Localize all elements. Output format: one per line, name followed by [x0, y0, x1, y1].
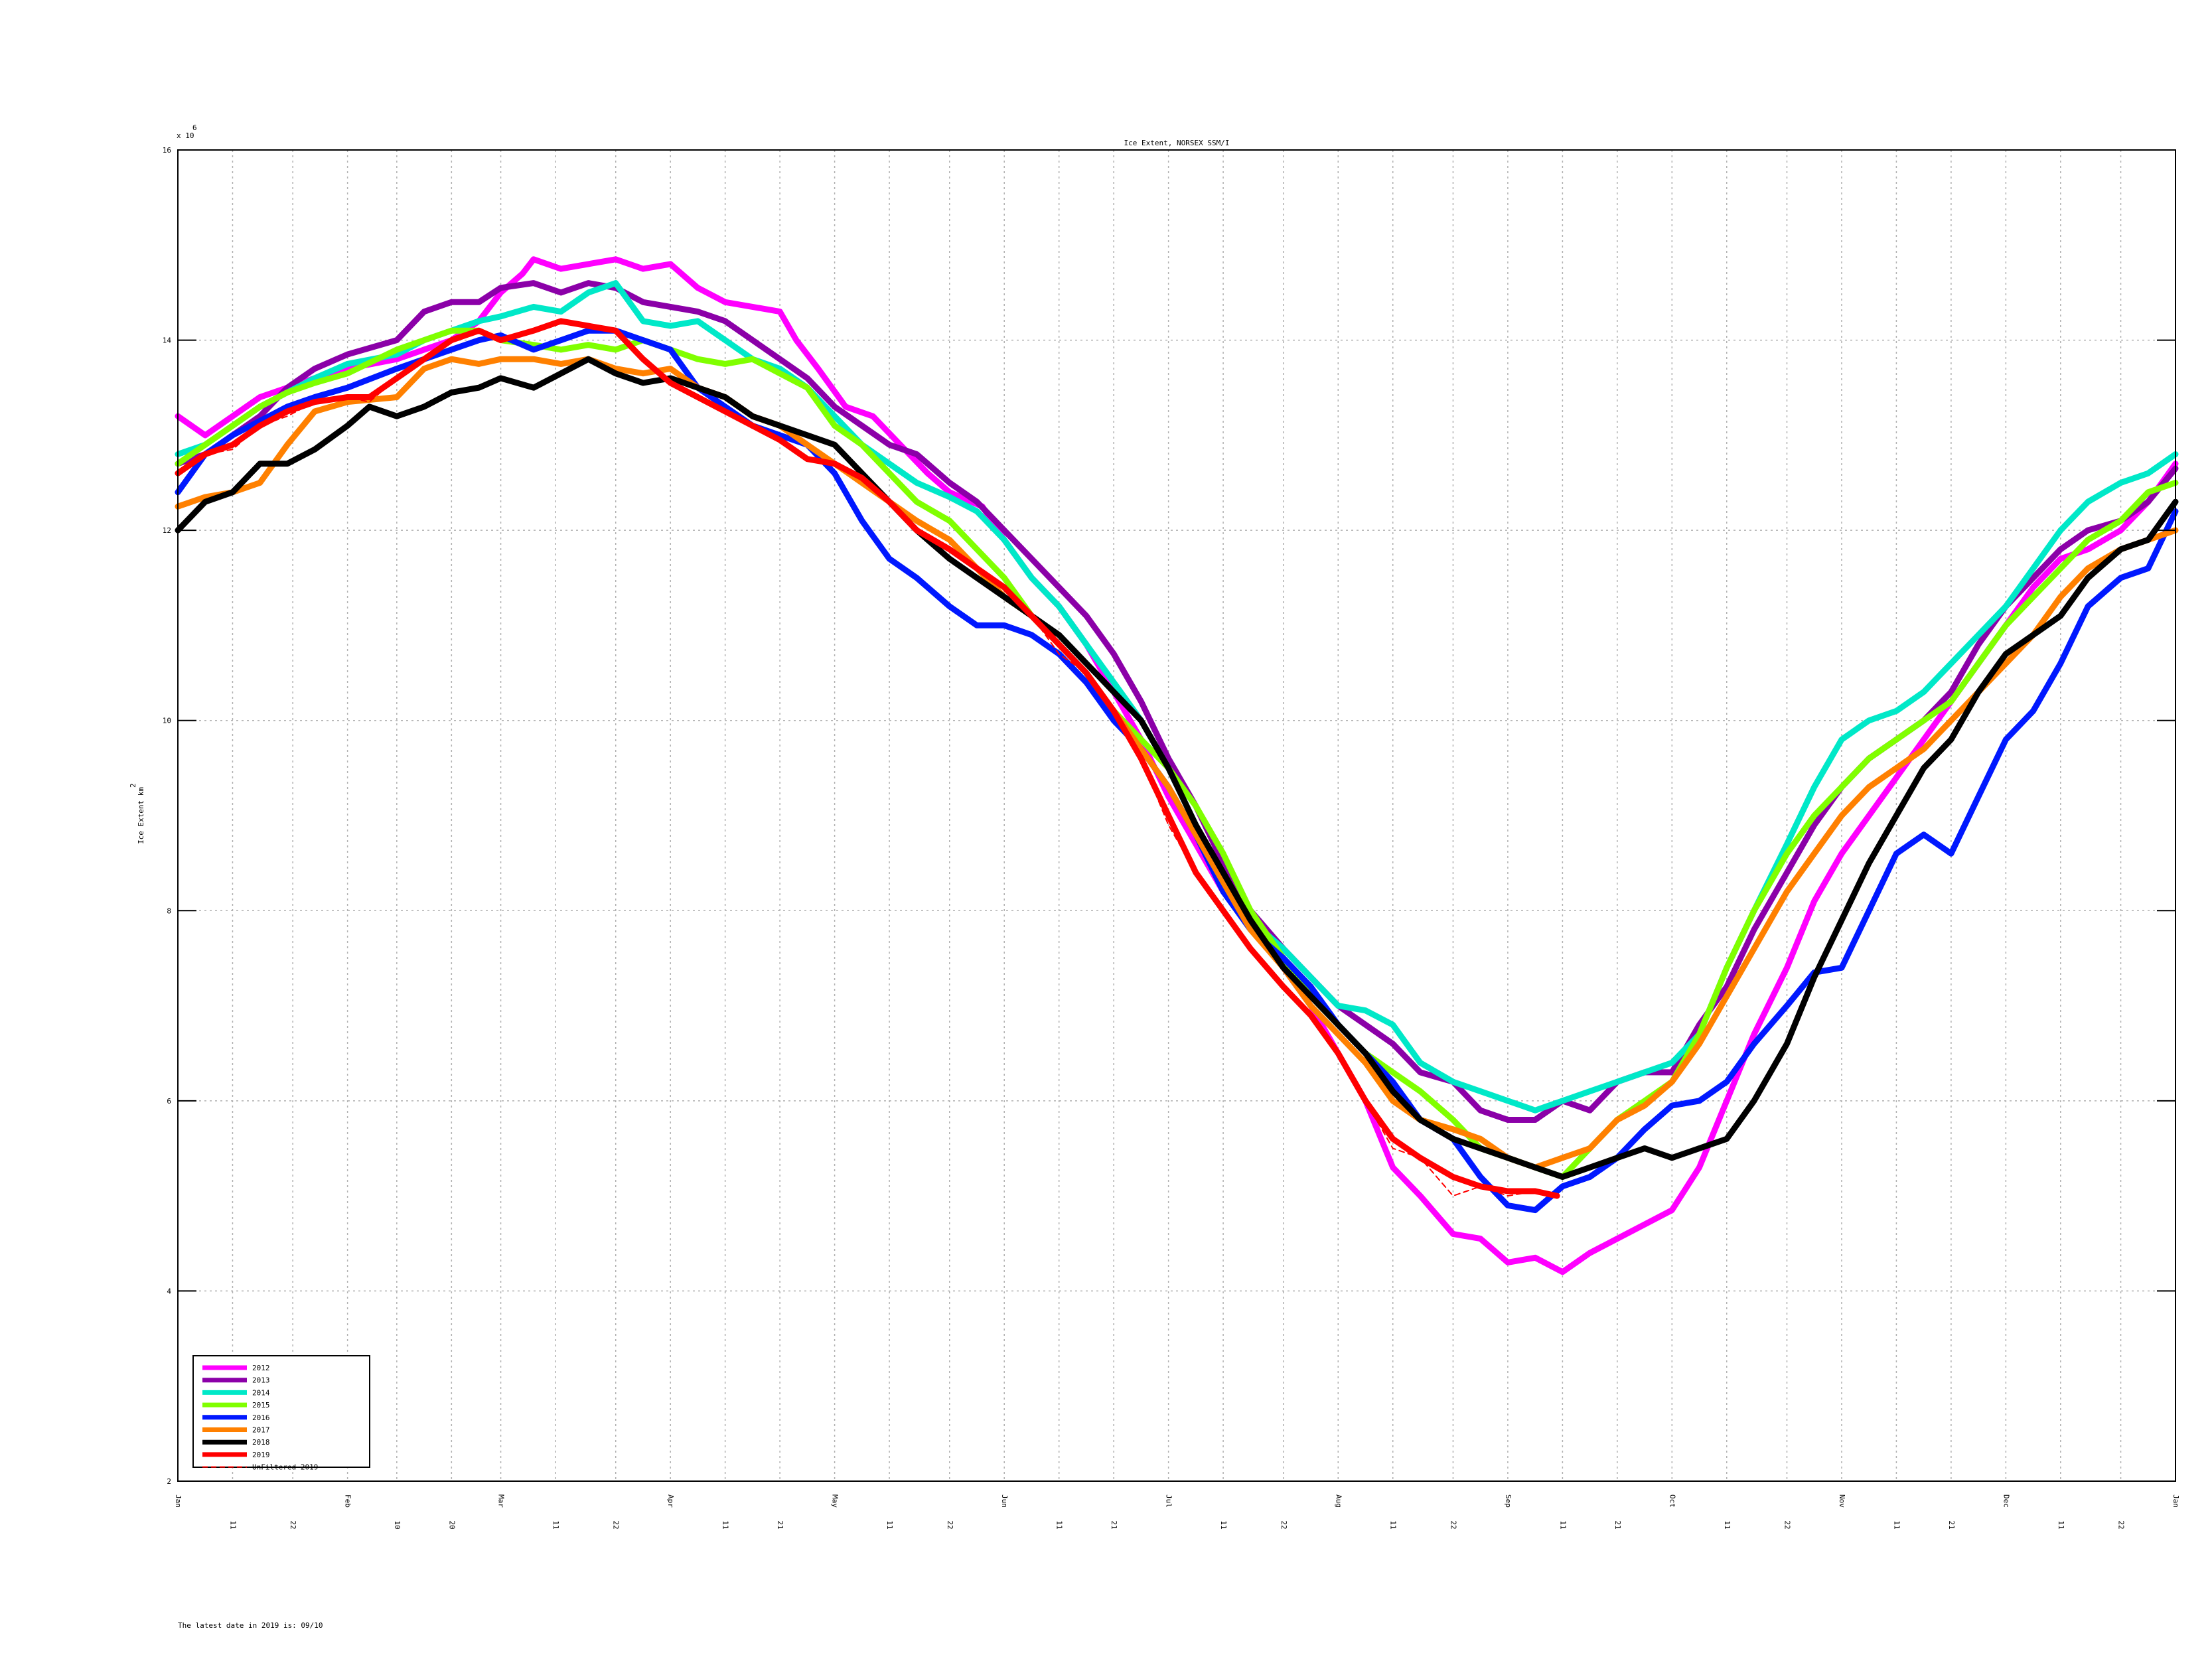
x-tick-label: Feb	[344, 1494, 352, 1508]
y-tick-label: 8	[167, 906, 171, 915]
legend-label: 2017	[252, 1426, 270, 1435]
y-axis-label-superscript: 2	[129, 783, 137, 788]
x-tick-label: 11	[552, 1520, 560, 1529]
y-tick-label: 4	[167, 1287, 171, 1295]
chart-title: Ice Extent, NORSEX SSM/I	[1124, 139, 1230, 147]
x-tick-label: 22	[289, 1520, 297, 1529]
x-tick-label: Jan	[2172, 1494, 2180, 1508]
y-tick-label: 14	[163, 336, 172, 345]
x-tick-label: 22	[1280, 1520, 1288, 1529]
x-tick-label: 11	[1055, 1520, 1064, 1529]
x-tick-label: Jun	[1000, 1494, 1009, 1508]
x-tick-label: 11	[1219, 1520, 1228, 1529]
legend-label: 2014	[252, 1388, 270, 1397]
x-tick-label: Mar	[497, 1494, 506, 1508]
x-tick-label: 20	[447, 1520, 456, 1529]
axis-ticks: Jan 11 22 Feb 10 20 Mar 11 22 Apr 11 21 May 11 22 Jun 11…	[163, 146, 2180, 1530]
x-tick-label: 21	[1613, 1520, 1622, 1529]
x-tick-label: 21	[776, 1520, 784, 1529]
x-tick-label: 11	[1892, 1520, 1901, 1529]
series-line-2012	[175, 256, 2179, 1275]
x-tick-label: Jul	[1165, 1494, 1173, 1508]
x-tick-label: Aug	[1334, 1494, 1343, 1508]
x-tick-label: 11	[1389, 1520, 1398, 1529]
x-tick-label: 22	[946, 1520, 954, 1529]
x-tick-label: 11	[885, 1520, 894, 1529]
series-line-2015	[175, 327, 2179, 1180]
y-tick-label: 12	[163, 526, 171, 535]
x-tick-label: 11	[721, 1520, 730, 1529]
y-multiplier: x 10	[177, 131, 194, 140]
x-tick-label: 11	[228, 1520, 237, 1529]
series-line-2014	[175, 280, 2179, 1114]
legend-label: 2013	[252, 1376, 270, 1385]
series-lines	[175, 256, 2179, 1275]
y-tick-label: 6	[167, 1097, 171, 1106]
x-tick-label: Jan	[174, 1494, 183, 1508]
series-line-2017	[175, 356, 2179, 1171]
legend-label: UnFiltered 2019	[252, 1463, 318, 1472]
x-tick-label: May	[831, 1494, 840, 1508]
x-tick-label: 22	[2117, 1520, 2126, 1529]
legend-label: 2018	[252, 1438, 270, 1447]
x-tick-label: 10	[393, 1520, 402, 1529]
y-multiplier-exponent: 6	[192, 123, 197, 132]
x-tick-label: Apr	[666, 1494, 675, 1508]
x-tick-label: 11	[1558, 1520, 1567, 1529]
legend-label: 2015	[252, 1401, 270, 1409]
series-line-unfiltered-2019	[177, 320, 1558, 1197]
x-tick-label: Nov	[1838, 1494, 1846, 1508]
legend-label: 2012	[252, 1364, 270, 1372]
legend: 2012 2013 2014 2015 2016 2017 2018 2019 UnFilter…	[192, 1355, 370, 1472]
x-tick-label: 21	[1110, 1520, 1118, 1529]
legend-label: 2016	[252, 1413, 270, 1422]
legend-label: 2019	[252, 1451, 270, 1459]
latest-date-note: The latest date in 2019 is: 09/10	[178, 1621, 323, 1630]
series-line-2018	[175, 356, 2179, 1180]
y-tick-label: 2	[167, 1477, 171, 1486]
x-tick-label: Dec	[2002, 1494, 2010, 1508]
x-tick-label: 21	[1947, 1520, 1956, 1529]
x-tick-label: Oct	[1668, 1494, 1676, 1508]
y-axis-label: Ice Extent km	[137, 787, 145, 844]
x-tick-label: 22	[1449, 1520, 1457, 1529]
y-tick-label: 16	[163, 146, 171, 155]
x-tick-label: 11	[2057, 1520, 2065, 1529]
series-line-2013	[175, 280, 2179, 1123]
x-tick-label: 11	[1723, 1520, 1732, 1529]
x-tick-label: 22	[612, 1520, 621, 1529]
x-tick-label: Sep	[1504, 1494, 1512, 1508]
legend-box	[192, 1355, 370, 1468]
x-tick-label: 22	[1783, 1520, 1791, 1529]
y-tick-label: 10	[163, 717, 171, 725]
plot-frame	[177, 149, 2176, 1482]
